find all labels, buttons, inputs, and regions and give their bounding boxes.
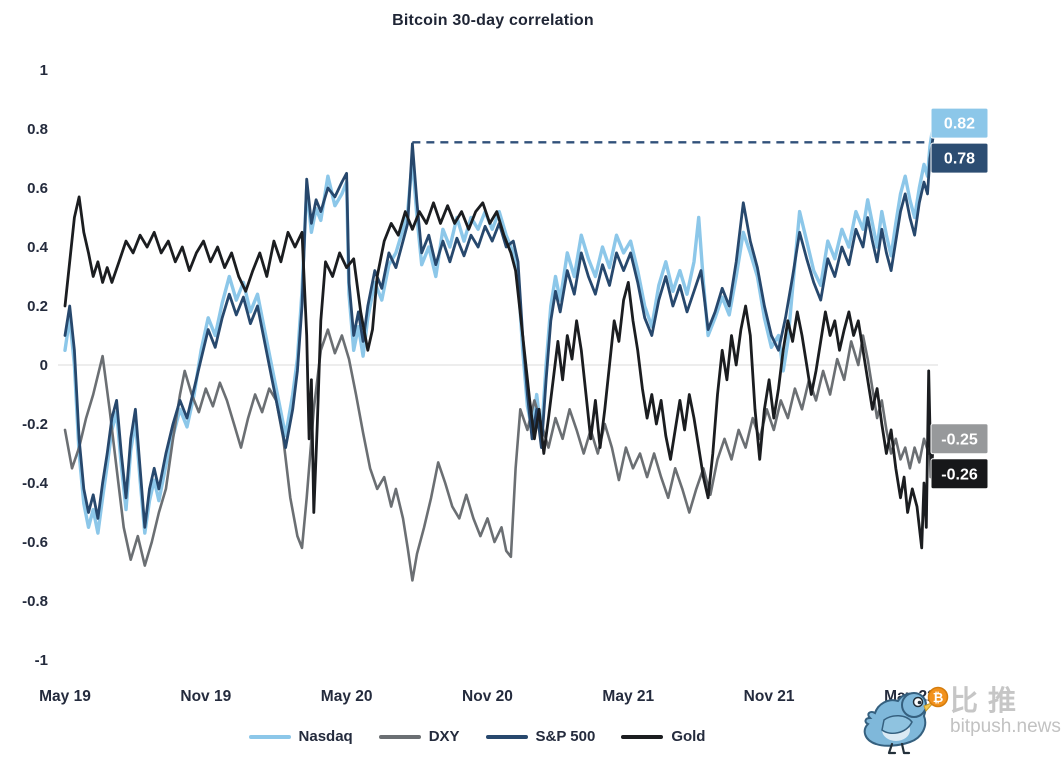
x-axis-tick-label: May 20 bbox=[321, 688, 373, 705]
legend-line-swatch bbox=[621, 734, 664, 739]
end-value-chip-s-p-500: 0.78 bbox=[930, 142, 989, 174]
legend-item-s-p-500: S&P 500 bbox=[485, 728, 596, 745]
twitter-bird-icon bbox=[863, 692, 935, 755]
legend-line-swatch bbox=[378, 734, 421, 739]
watermark-chinese-name: 比推 bbox=[950, 685, 1027, 716]
y-axis-tick-label: -0.6 bbox=[22, 534, 48, 551]
legend-line-swatch bbox=[248, 734, 291, 739]
y-axis-tick-label: -0.2 bbox=[22, 416, 48, 433]
x-axis-tick-label: Nov 20 bbox=[462, 688, 513, 705]
y-axis-tick-label: -0.4 bbox=[22, 475, 49, 492]
watermark-text: 比推 bitpush.news bbox=[950, 686, 1062, 738]
end-value-chip-nasdaq: 0.82 bbox=[930, 107, 989, 139]
end-value-chip-bg bbox=[930, 458, 989, 490]
legend-item-nasdaq: Nasdaq bbox=[248, 728, 353, 745]
end-value-chip-bg bbox=[930, 107, 989, 139]
legend-item-dxy: DXY bbox=[378, 728, 460, 745]
x-axis-tick-label: Nov 21 bbox=[744, 688, 795, 705]
chart-legend: Nasdaq DXY S&P 500 Gold bbox=[0, 728, 954, 745]
end-value-chip-bg bbox=[930, 142, 989, 174]
y-axis-tick-label: 0.4 bbox=[27, 239, 49, 256]
legend-line-swatch bbox=[485, 734, 528, 739]
y-axis-tick-label: -0.8 bbox=[22, 593, 48, 610]
legend-item-gold: Gold bbox=[621, 728, 705, 745]
end-value-chip-text: -0.25 bbox=[941, 431, 978, 448]
x-axis-tick-label: May 19 bbox=[39, 688, 91, 705]
end-value-chip-bg bbox=[930, 423, 989, 455]
y-axis-tick-label: -1 bbox=[35, 652, 48, 669]
series-line-nasdaq bbox=[63, 121, 936, 535]
watermark-site-url: bitpush.news bbox=[950, 716, 1061, 737]
svg-text:₿: ₿ bbox=[933, 691, 944, 706]
x-axis-tick-label: May 21 bbox=[602, 688, 654, 705]
series-line-dxy bbox=[63, 328, 935, 582]
legend-label: DXY bbox=[428, 728, 460, 745]
y-axis-tick-label: 0 bbox=[40, 357, 48, 374]
series-line-gold bbox=[63, 195, 935, 550]
end-value-chip-text: 0.82 bbox=[944, 116, 975, 133]
chart-title: Bitcoin 30-day correlation bbox=[392, 12, 594, 29]
end-value-chip-text: -0.26 bbox=[941, 466, 978, 483]
bitpush-watermark: ₿ 比推 bitpush.news bbox=[862, 686, 1062, 758]
legend-label: Nasdaq bbox=[298, 728, 353, 745]
end-value-chip-dxy: -0.25 bbox=[930, 423, 989, 455]
bitcoin-coin-icon: ₿ bbox=[927, 686, 949, 708]
y-axis-tick-label: 0.6 bbox=[27, 180, 48, 197]
x-axis-tick-label: Nov 19 bbox=[180, 688, 231, 705]
end-value-chip-text: 0.78 bbox=[944, 151, 975, 168]
series-line-s-p-500 bbox=[63, 133, 935, 529]
end-value-chip-gold: -0.26 bbox=[930, 458, 989, 490]
y-axis-tick-label: 0.8 bbox=[27, 121, 48, 138]
y-axis-tick-label: 1 bbox=[40, 62, 48, 79]
y-axis-tick-label: 0.2 bbox=[27, 298, 48, 315]
legend-label: S&P 500 bbox=[535, 728, 596, 745]
legend-label: Gold bbox=[671, 728, 706, 745]
bitpush-bird-logo: ₿ bbox=[863, 686, 949, 755]
